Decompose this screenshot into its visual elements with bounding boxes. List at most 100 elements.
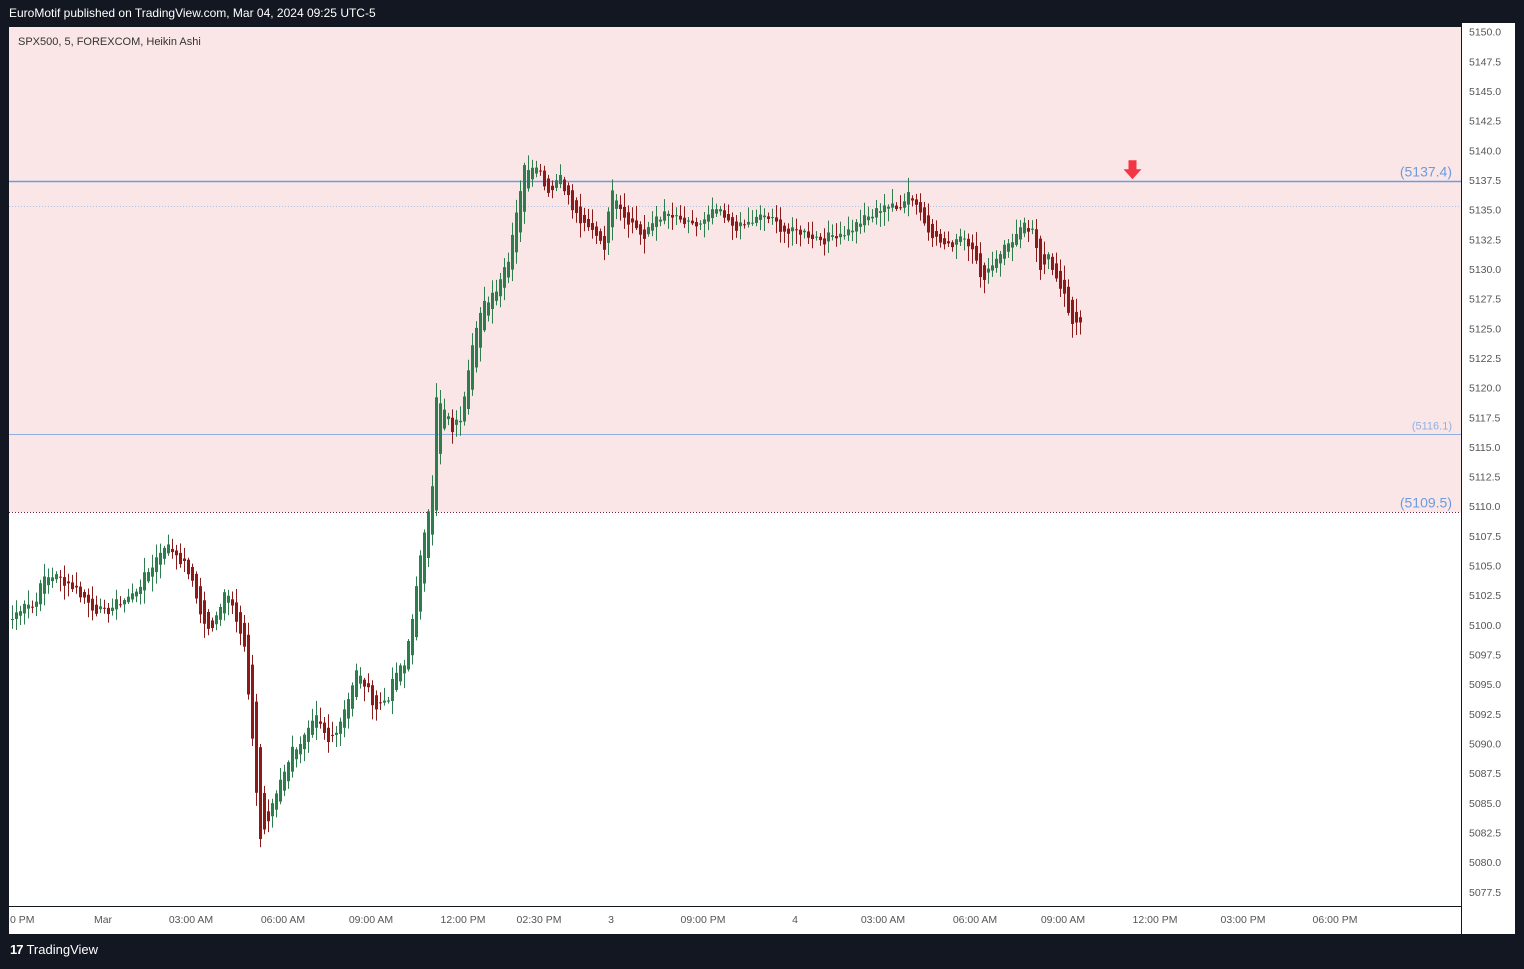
candle-body — [259, 747, 262, 840]
price-tick-label: 5115.0 — [1469, 442, 1500, 454]
candle-body — [27, 604, 30, 609]
candle-body — [1043, 254, 1046, 265]
candle-body — [287, 762, 290, 782]
candle-body — [319, 721, 322, 724]
time-tick-label: 03:00 PM — [1221, 914, 1266, 926]
time-tick-label: 4 — [792, 914, 798, 926]
candle-body — [811, 234, 814, 239]
candle-body — [891, 203, 894, 208]
candle-body — [707, 214, 710, 222]
candle-body — [439, 403, 442, 454]
candle-body — [719, 209, 722, 212]
time-tick-label: 12:00 PM — [441, 914, 486, 926]
candle-body — [451, 417, 454, 433]
time-tick-label: 06:00 AM — [953, 914, 997, 926]
candle-body — [683, 217, 686, 224]
candle-body — [1023, 222, 1026, 234]
candle-body — [103, 607, 106, 609]
candle-body — [959, 236, 962, 242]
time-axis-panel — [9, 906, 1461, 934]
candle-body — [379, 702, 382, 704]
candle-body — [487, 302, 490, 316]
candle-body — [183, 558, 186, 561]
level-label-2: (5116.1) — [1412, 421, 1452, 433]
candle-body — [483, 300, 486, 331]
candle-body — [855, 222, 858, 232]
candle-body — [99, 606, 102, 610]
price-tick-label: 5085.0 — [1469, 798, 1501, 810]
time-tick-label: 06:00 PM — [1313, 914, 1358, 926]
candle-body — [239, 612, 242, 634]
candle-body — [1019, 227, 1022, 240]
candle-body — [471, 345, 474, 390]
down-arrow-icon-shape[interactable] — [1123, 160, 1142, 180]
candle-body — [383, 700, 386, 703]
candle-body — [803, 230, 806, 233]
candle-body — [691, 220, 694, 224]
candle-body — [443, 409, 446, 429]
candle-body — [647, 227, 650, 235]
candle-body — [571, 190, 574, 211]
price-tick-label: 5082.5 — [1469, 827, 1501, 839]
candle-body — [163, 547, 166, 559]
tradingview-logo[interactable]: 17 TradingView — [10, 942, 98, 957]
candle-body — [251, 664, 254, 739]
candle-body — [991, 265, 994, 271]
level-label-3: (5109.5) — [1400, 495, 1452, 511]
candle-body — [955, 239, 958, 245]
candle-body — [687, 220, 690, 222]
level-label-0: (5137.4) — [1400, 164, 1452, 180]
candle-body — [303, 734, 306, 750]
candle-body — [115, 599, 118, 610]
candle-body — [1031, 228, 1034, 230]
candle-body — [675, 215, 678, 217]
candle-body — [1071, 299, 1074, 324]
candle-body — [79, 586, 82, 598]
candle-body — [539, 170, 542, 172]
candle-body — [787, 228, 790, 234]
candle-body — [343, 709, 346, 728]
candle-body — [895, 205, 898, 209]
candle-body — [495, 291, 498, 301]
candle-body — [123, 600, 126, 605]
candle-body — [815, 236, 818, 238]
candle-body — [87, 594, 90, 603]
candle-body — [711, 209, 714, 219]
candle-body — [795, 229, 798, 231]
price-tick-label: 5090.0 — [1469, 738, 1501, 750]
candle-body — [531, 167, 534, 180]
candle-body — [743, 224, 746, 226]
candle-body — [1063, 279, 1066, 294]
candle-body — [395, 672, 398, 690]
candle-body — [407, 641, 410, 670]
price-tick-label: 5117.5 — [1469, 412, 1500, 424]
price-tick-label: 5125.0 — [1469, 323, 1501, 335]
time-tick-label: 09:00 AM — [1041, 914, 1085, 926]
candle-body — [419, 555, 422, 612]
candle-body — [755, 216, 758, 223]
candle-body — [867, 216, 870, 221]
candle-body — [195, 573, 198, 599]
candle-body — [547, 178, 550, 193]
time-tick-label: 09:00 PM — [681, 914, 726, 926]
candle-body — [327, 727, 330, 742]
candle-body — [203, 600, 206, 624]
candle-body — [643, 229, 646, 239]
candle-body — [943, 238, 946, 245]
candle-body — [267, 811, 270, 822]
candle-body — [367, 683, 370, 688]
candle-body — [1003, 244, 1006, 259]
candle-body — [151, 567, 154, 577]
candles — [11, 155, 1082, 848]
level-labels: (5137.4) (5116.1) (5109.5) — [1400, 164, 1452, 511]
candle-body — [915, 199, 918, 205]
candle-body — [415, 586, 418, 638]
candle-body — [175, 550, 178, 556]
candle-body — [387, 700, 390, 702]
candle-body — [591, 223, 594, 230]
time-tick-label: 02:30 PM — [517, 914, 562, 926]
price-tick-label: 5077.5 — [1469, 887, 1501, 899]
candle-body — [527, 170, 530, 189]
candle-body — [211, 620, 214, 629]
